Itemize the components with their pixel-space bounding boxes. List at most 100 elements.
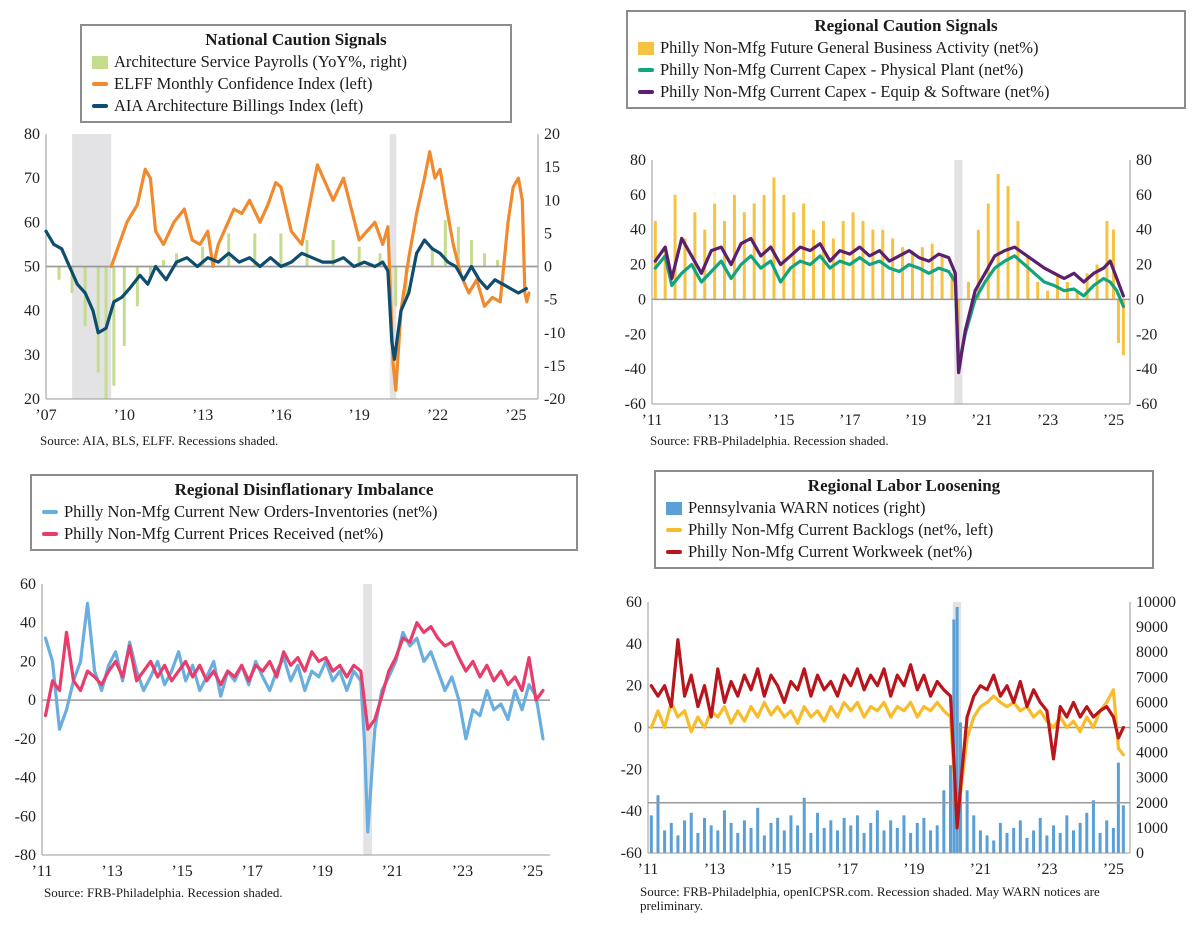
data-bar [469, 240, 473, 267]
data-bar [1052, 825, 1056, 853]
data-bar [1111, 827, 1115, 853]
data-bar [902, 815, 906, 853]
source-note: Source: FRB-Philadelphia, openICPSR.com.… [640, 884, 1100, 913]
legend-swatch [666, 550, 682, 554]
y-tick-label-right: 8000 [1136, 644, 1168, 661]
legend-label: Philly Non-Mfg Current Capex - Physical … [660, 60, 1024, 79]
data-bar [762, 194, 766, 300]
legend-item: Pennsylvania WARN notices (right) [666, 497, 1142, 519]
data-bar [663, 247, 667, 300]
x-tick-label: ’07 [35, 407, 56, 424]
source-note: Source: AIA, BLS, ELFF. Recessions shade… [40, 433, 279, 448]
y-tick-label-right: 40 [1136, 222, 1152, 239]
y-tick-label-left: 20 [24, 391, 40, 408]
legend-swatch [92, 104, 108, 108]
data-bar [812, 229, 816, 300]
x-tick-label: ’16 [270, 407, 291, 424]
y-tick-label-right: 6000 [1136, 694, 1168, 711]
y-tick-label-right: 0 [544, 259, 552, 276]
y-tick-label-left: 40 [626, 636, 642, 653]
y-tick-label-left: 0 [28, 692, 36, 709]
data-bar [656, 795, 660, 853]
data-bar [1058, 832, 1062, 853]
x-tick-label: ’21 [971, 412, 992, 429]
data-bar [135, 266, 139, 307]
data-bar [752, 203, 756, 300]
data-bar [1085, 273, 1089, 300]
legend-item: Philly Non-Mfg Current Prices Received (… [42, 523, 566, 545]
data-bar [855, 815, 859, 853]
data-bar [965, 790, 969, 853]
legend-swatch [92, 82, 108, 86]
chart-svg-regional-caution: -60 -40 -20 0 20 40 60 80 -60 -40 -20 0 20 40 60 80 ’11 ’… [625, 152, 1158, 429]
y-tick-label-left: 80 [630, 152, 646, 169]
data-bar [909, 832, 913, 853]
data-bar [175, 253, 179, 267]
legend-label: Philly Non-Mfg Future General Business A… [660, 38, 1039, 57]
data-bar [809, 832, 813, 853]
chart-title: Regional Disinflationary Imbalance [174, 480, 434, 499]
series-line [109, 150, 531, 392]
y-tick-label-right: -5 [544, 292, 557, 309]
legend-item: Philly Non-Mfg Current Capex - Physical … [638, 59, 1174, 81]
y-tick-label-right: 3000 [1136, 770, 1168, 787]
data-bar [776, 817, 780, 853]
data-bar [910, 250, 914, 300]
y-tick-label-left: 70 [24, 170, 40, 187]
legend-regional-caution: Regional Caution Signals Philly Non-Mfg … [626, 10, 1186, 109]
chart-svg-labor: -60 -40 -20 0 20 40 60 0 1000 2000 3000 4000 5000 600… [621, 594, 1176, 878]
y-tick-label-right: -10 [544, 325, 565, 342]
chart-title: Regional Labor Loosening [807, 476, 1001, 495]
y-tick-label-left: -40 [625, 361, 646, 378]
source-note: Source: FRB-Philadelphia. Recession shad… [650, 433, 889, 448]
x-tick-label: ’17 [242, 863, 263, 880]
data-bar [915, 822, 919, 853]
series-line [44, 229, 528, 361]
data-bar [279, 233, 283, 267]
data-bar [716, 830, 720, 853]
data-bar [1046, 290, 1050, 300]
data-bar [742, 820, 746, 853]
chart-panel-labor: -60 -40 -20 0 20 40 60 0 1000 2000 3000 4000 5000 600… [600, 466, 1200, 933]
data-bar [722, 810, 726, 853]
data-bar [703, 817, 707, 853]
series-line [649, 638, 1125, 830]
data-bar [1121, 299, 1125, 356]
data-bar [1116, 762, 1120, 853]
y-tick-label-right: 7000 [1136, 669, 1168, 686]
data-bar [996, 173, 1000, 300]
data-bar [1005, 832, 1009, 853]
data-bar [782, 194, 786, 300]
recession-shade [954, 160, 963, 404]
series-line [653, 254, 1125, 368]
legend-item: Philly Non-Mfg Current Capex - Equip & S… [638, 81, 1174, 103]
x-tick-label: ’21 [970, 861, 991, 878]
x-tick-label: ’19 [349, 407, 370, 424]
x-tick-label: ’21 [382, 863, 403, 880]
y-tick-label-left: -60 [15, 808, 36, 825]
data-bar [972, 815, 976, 853]
y-tick-label-right: -20 [544, 391, 565, 408]
data-bar [749, 827, 753, 853]
legend-label: Philly Non-Mfg Current Prices Received (… [64, 524, 384, 543]
legend-item: Philly Non-Mfg Future General Business A… [638, 37, 1174, 59]
data-bar [829, 820, 833, 853]
data-bar [736, 832, 740, 853]
y-tick-label-right: 10 [544, 192, 560, 209]
data-bar [831, 238, 835, 300]
y-tick-label-right: 20 [544, 126, 560, 143]
data-bar [978, 830, 982, 853]
y-tick-label-left: -20 [621, 761, 642, 778]
data-bar [922, 817, 926, 853]
y-tick-label-left: 60 [20, 576, 36, 593]
legend-labor: Regional Labor Loosening Pennsylvania WA… [654, 470, 1154, 569]
y-tick-label-left: -40 [621, 803, 642, 820]
data-bar [96, 266, 100, 373]
source-note: Source: FRB-Philadelphia. Recession shad… [44, 885, 283, 900]
x-tick-label: ’13 [192, 407, 213, 424]
data-bar [841, 221, 845, 300]
data-bar [1065, 815, 1069, 853]
y-tick-label-right: 0 [1136, 845, 1144, 862]
data-bar [112, 266, 116, 386]
data-bar [482, 253, 486, 267]
